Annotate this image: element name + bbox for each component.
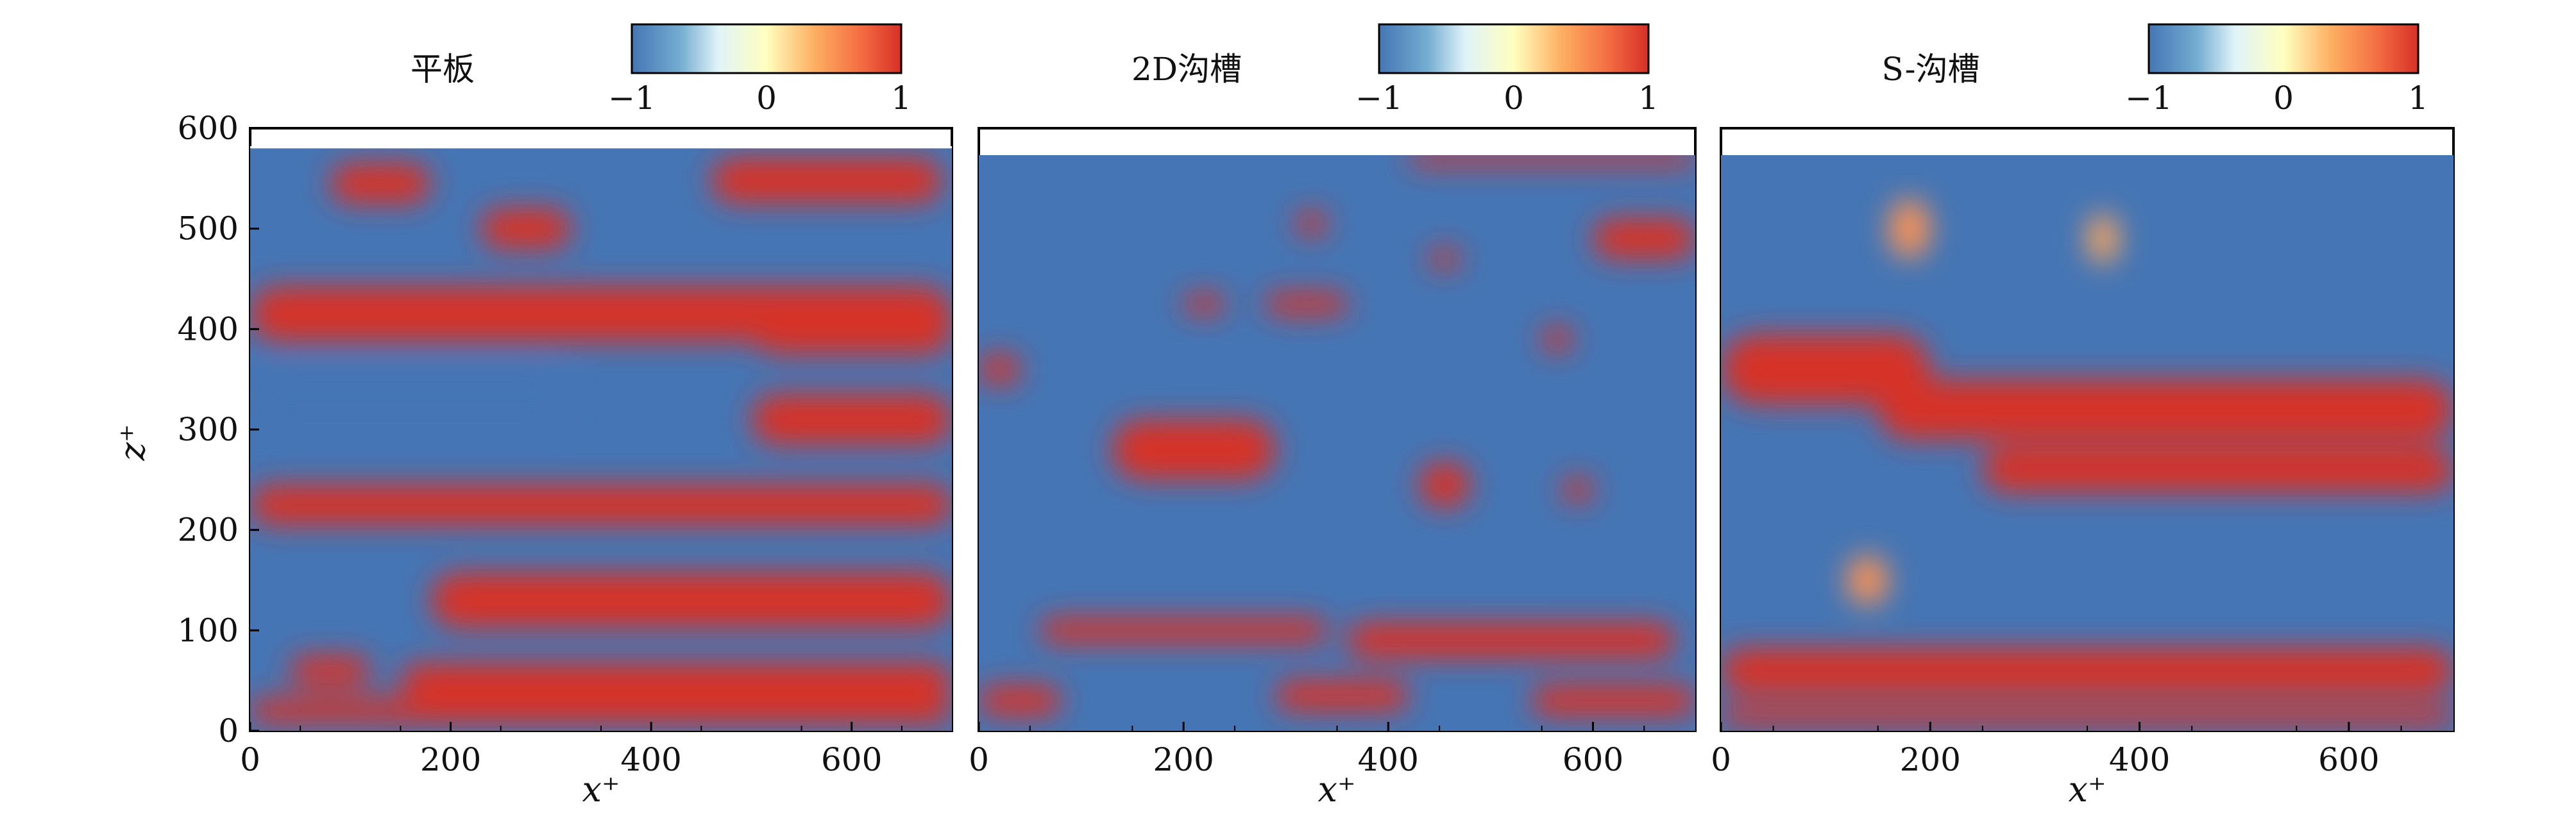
field-background	[1721, 155, 2453, 731]
velocity-streak	[1541, 326, 1573, 352]
velocity-streak	[1347, 622, 1675, 658]
velocity-streak	[1593, 219, 1695, 259]
velocity-streak	[1275, 680, 1409, 711]
x-axis-ticks: 0 200 400 600	[240, 722, 902, 778]
colorbar-tick-mid: 0	[756, 79, 777, 117]
velocity-streak	[1265, 292, 1348, 315]
colorbar-tick-min: −1	[2125, 79, 2173, 117]
x-axis-ticks: 0 200 400 600	[1711, 722, 2402, 778]
panel-2d-riblet: 2D沟槽 −1 0 1 0 200 400 600 x⁺	[969, 23, 1697, 810]
velocity-streak	[290, 655, 371, 686]
y-axis-label: z⁺	[112, 424, 153, 462]
y-tick-label: 400	[178, 310, 239, 347]
velocity-streak	[330, 163, 431, 204]
velocity-streak	[1846, 555, 1889, 606]
velocity-streak	[711, 158, 942, 203]
colorbar-gradient	[2148, 23, 2419, 74]
y-tick-label: 600	[178, 110, 239, 147]
velocity-streak	[1721, 334, 1931, 405]
x-tick-label: 0	[1711, 741, 1731, 778]
colorbar-gradient	[1378, 23, 1650, 74]
y-tick-label: 300	[178, 411, 239, 448]
velocity-streak	[1419, 462, 1470, 508]
y-axis-ticks: 0 100 200 300 400 500 600	[178, 110, 259, 749]
panel-s-riblet: S-沟槽 −1 0 1 0 200 400 600 x⁺	[1711, 23, 2455, 810]
velocity-streak	[1982, 447, 2453, 492]
x-tick-label: 600	[821, 741, 882, 778]
colorbar: −1 0 1	[608, 23, 911, 117]
velocity-streak	[250, 698, 952, 724]
velocity-streak	[1531, 685, 1695, 716]
velocity-streak	[1296, 211, 1327, 237]
x-axis-label: x⁺	[2069, 769, 2106, 810]
velocity-streak	[400, 663, 952, 699]
panel-title: S-沟槽	[1882, 51, 1980, 88]
velocity-streak	[1112, 419, 1276, 480]
panel-title: 平板	[411, 51, 475, 88]
x-tick-label: 600	[1563, 741, 1623, 778]
x-tick-label: 200	[1153, 741, 1214, 778]
velocity-streak	[2087, 213, 2119, 264]
x-tick-label: 400	[620, 741, 681, 778]
x-tick-label: 0	[969, 741, 989, 778]
colorbar-tick-max: 1	[1638, 79, 1659, 117]
x-tick-label: 400	[1358, 741, 1419, 778]
velocity-streak	[1721, 647, 2453, 694]
colorbar-tick-max: 1	[2408, 79, 2428, 117]
streak-layer	[979, 155, 1695, 716]
streak-layer	[1721, 198, 2453, 726]
colorbar-tick-mid: 0	[1504, 79, 1524, 117]
velocity-streak	[1888, 198, 1931, 259]
velocity-streak	[1429, 249, 1460, 269]
streak-layer	[250, 158, 952, 724]
x-axis-label: x⁺	[582, 769, 620, 810]
velocity-streak	[250, 371, 572, 428]
colorbar-tick-max: 1	[891, 79, 911, 117]
velocity-streak	[1183, 294, 1224, 314]
velocity-streak	[979, 685, 1061, 716]
velocity-streak	[1877, 379, 2453, 440]
x-axis-label: x⁺	[1318, 769, 1356, 810]
colorbar-gradient	[631, 23, 902, 74]
x-tick-label: 200	[420, 741, 481, 778]
velocity-streak	[430, 572, 952, 628]
colorbar: −1 0 1	[2125, 23, 2428, 117]
contour-field	[1721, 155, 2453, 731]
y-tick-label: 500	[178, 210, 239, 247]
x-tick-label: 0	[240, 741, 260, 778]
x-axis-ticks: 0 200 400 600	[969, 722, 1645, 778]
velocity-streak	[1040, 617, 1327, 643]
panel-title: 2D沟槽	[1131, 51, 1242, 88]
empty-band	[250, 146, 952, 149]
y-tick-label: 200	[178, 512, 239, 549]
y-tick-label: 100	[178, 612, 239, 649]
x-tick-label: 600	[2318, 741, 2379, 778]
velocity-streak	[751, 304, 952, 355]
velocity-streak	[480, 208, 572, 249]
velocity-streak	[1562, 477, 1593, 503]
x-tick-label: 400	[2109, 741, 2170, 778]
contour-field	[250, 146, 952, 731]
panel-flat-plate: 平板 −1 0 1 0 200 400 600 0 100 200 300 400 500 600…	[112, 23, 953, 810]
velocity-streak	[1409, 155, 1695, 166]
velocity-streak	[979, 354, 1020, 385]
velocity-streak	[751, 394, 952, 445]
velocity-streak	[1721, 705, 2453, 726]
y-tick-label: 0	[218, 712, 239, 749]
colorbar-tick-min: −1	[1355, 79, 1403, 117]
contour-field	[979, 155, 1695, 731]
x-tick-label: 200	[1900, 741, 1961, 778]
colorbar: −1 0 1	[1355, 23, 1659, 117]
velocity-streak	[250, 485, 952, 525]
colorbar-tick-mid: 0	[2273, 79, 2294, 117]
colorbar-tick-min: −1	[608, 79, 656, 117]
